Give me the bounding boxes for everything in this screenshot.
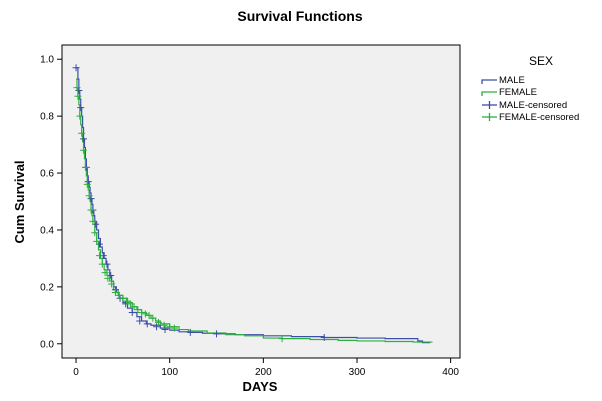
censor-mark-female-censored <box>141 310 149 318</box>
censor-mark-female-censored <box>87 206 95 214</box>
censor-mark-female-censored <box>108 280 116 288</box>
plot-area <box>61 44 461 359</box>
censor-mark-male-censored <box>80 135 88 143</box>
censor-mark-female-censored <box>98 260 106 268</box>
censor-mark-female-censored <box>145 311 153 319</box>
legend: SEX MALE FEMALE MALE-censored FEMALE-cen… <box>481 54 579 123</box>
censor-mark-female-censored <box>130 303 138 311</box>
censor-layer <box>72 64 328 343</box>
censor-mark-female-censored <box>81 163 89 171</box>
censor-mark-male-censored <box>320 334 328 342</box>
censor-mark-male-censored <box>186 328 194 336</box>
censor-mark-female-censored <box>85 192 93 200</box>
censor-mark-female-censored <box>166 323 174 331</box>
legend-item-female: FEMALE <box>481 87 537 98</box>
chart-title: Survival Functions <box>237 8 362 24</box>
legend-swatch-male <box>481 79 497 84</box>
censor-mark-female-censored <box>95 252 103 260</box>
censor-mark-female-censored <box>73 84 81 92</box>
legend-title: SEX <box>529 54 553 68</box>
censor-mark-female-censored <box>101 269 109 277</box>
censor-mark-female-censored <box>149 314 157 322</box>
legend-label-male-censored: MALE-censored <box>499 100 567 111</box>
censor-mark-female-censored <box>115 291 123 299</box>
censor-mark-female-censored <box>91 229 99 237</box>
legend-item-male-censored: MALE-censored <box>482 100 567 111</box>
censor-mark-male-censored <box>213 330 221 338</box>
censor-mark-female-censored <box>138 308 146 316</box>
y-tick-label: 1.0 <box>40 55 54 66</box>
censor-mark-female-censored <box>170 324 178 332</box>
censor-mark-male-censored <box>136 317 144 325</box>
censor-mark-female-censored <box>89 217 97 225</box>
legend-swatch-female <box>481 91 497 96</box>
censor-mark-female-censored <box>160 321 168 329</box>
censor-mark-male-censored <box>153 323 161 331</box>
y-axis: 0.0 0.2 0.4 0.6 0.8 1.0 <box>40 55 62 350</box>
x-tick-label: 100 <box>161 367 178 378</box>
censor-mark-male-censored <box>161 326 169 334</box>
x-tick-label: 400 <box>442 367 459 378</box>
censor-mark-female-censored <box>80 146 88 154</box>
censor-mark-female-censored <box>278 335 286 343</box>
censor-mark-female-censored <box>76 112 84 120</box>
legend-item-female-censored: FEMALE-censored <box>482 112 579 123</box>
censor-mark-female-censored <box>83 180 91 188</box>
censor-mark-female-censored <box>119 294 127 302</box>
censor-mark-male-censored <box>72 64 80 72</box>
censor-mark-male-censored <box>77 104 85 112</box>
legend-label-female: FEMALE <box>499 87 537 98</box>
legend-item-male: MALE <box>481 75 525 86</box>
x-tick-label: 300 <box>349 367 366 378</box>
censor-mark-female-censored <box>74 92 82 100</box>
censor-mark-female-censored <box>123 297 131 305</box>
censor-mark-female-censored <box>104 274 112 282</box>
censor-mark-female-censored <box>78 129 86 137</box>
censor-mark-female-censored <box>126 300 134 308</box>
legend-label-female-censored: FEMALE-censored <box>499 112 579 123</box>
legend-label-male: MALE <box>499 75 525 86</box>
y-tick-label: 0.4 <box>40 225 54 236</box>
censor-mark-female-censored <box>134 306 142 314</box>
censor-mark-female-censored <box>111 289 119 297</box>
y-tick-label: 0.6 <box>40 169 54 180</box>
y-axis-title: Cum Survival <box>12 160 27 243</box>
y-tick-label: 0.0 <box>40 339 54 350</box>
censor-mark-male-censored <box>128 308 136 316</box>
censor-mark-female-censored <box>154 318 162 326</box>
y-tick-label: 0.2 <box>40 282 54 293</box>
y-tick-label: 0.8 <box>40 112 54 123</box>
censor-mark-female-censored <box>93 237 101 245</box>
x-tick-label: 0 <box>73 367 79 378</box>
censor-mark-male-censored <box>143 320 151 328</box>
x-axis-title: DAYS <box>243 379 278 394</box>
x-tick-label: 200 <box>255 367 272 378</box>
censor-mark-male-censored <box>84 178 92 186</box>
x-axis: 0 100 200 300 400 <box>73 358 459 378</box>
